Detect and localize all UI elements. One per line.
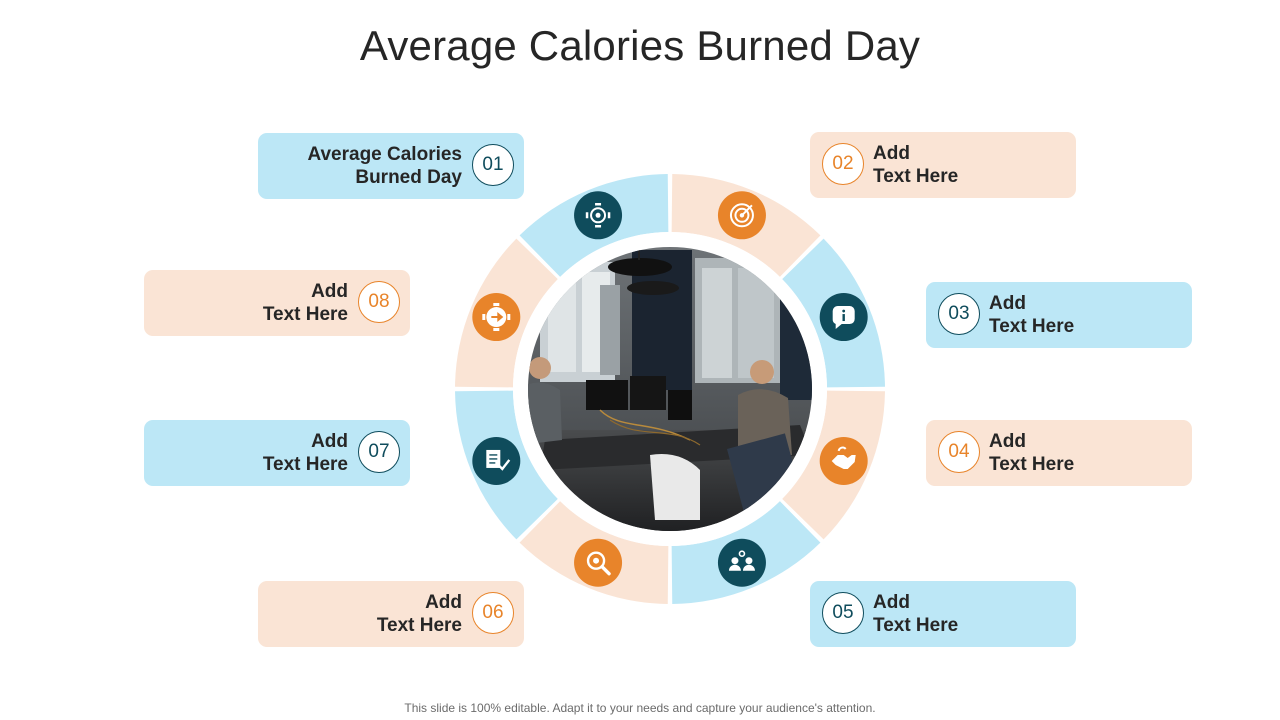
item-card-03: 03 Add Text Here [926,282,1192,348]
item-card-04: 04 Add Text Here [926,420,1192,486]
item-label-line2: Text Here [262,454,348,475]
item-label-line1: Add [873,143,910,164]
item-label-line2: Text Here [262,304,348,325]
item-card-06: Add Text Here 06 [258,581,524,647]
item-label-line1: Add [311,431,348,452]
item-number-badge-03: 03 [938,293,980,335]
slide-title: Average Calories Burned Day [359,22,921,69]
item-card-08: Add Text Here 08 [144,270,410,336]
item-label-line2: Text Here [989,454,1075,475]
item-label-line2: Text Here [873,166,959,187]
target-icon [717,191,766,240]
item-label-08: Add Text Here [168,270,348,336]
item-label-line2: Burned Day [355,167,462,188]
item-card-05: 05 Add Text Here [810,581,1076,647]
item-label-line1: Add [425,592,462,613]
item-label-04: Add Text Here [989,420,1169,486]
item-label-06: Add Text Here [282,581,462,647]
item-label-02: Add Text Here [873,132,1053,198]
handshake-icon [819,436,868,485]
item-label-line1: Add [989,293,1026,314]
icon-disc [717,538,766,587]
item-label-line2: Text Here [376,615,462,636]
segment-icons [472,191,868,587]
item-number-badge-08: 08 [358,281,400,323]
document-check-icon [472,436,521,485]
item-label-line1: Add [311,281,348,302]
search-gear-icon [574,538,623,587]
item-number-badge-02: 02 [822,143,864,185]
item-label-line1: Average Calories [307,144,462,165]
item-label-03: Add Text Here [989,282,1169,348]
item-card-01: Average Calories Burned Day 01 [258,133,524,199]
item-number-badge-05: 05 [822,592,864,634]
item-card-07: Add Text Here 07 [144,420,410,486]
item-number-badge-01: 01 [472,144,514,186]
item-label-line1: Add [873,592,910,613]
item-label-line2: Text Here [989,316,1075,337]
brain-gear-icon [574,191,623,240]
gear-arrow-icon [472,293,521,342]
item-number-badge-07: 07 [358,431,400,473]
item-label-line1: Add [989,431,1026,452]
item-number-badge-06: 06 [472,592,514,634]
info-chat-icon [819,293,868,342]
team-icon [717,538,766,587]
item-label-01: Average Calories Burned Day [282,133,462,199]
item-label-07: Add Text Here [168,420,348,486]
item-card-02: 02 Add Text Here [810,132,1076,198]
item-label-05: Add Text Here [873,581,1053,647]
item-label-line2: Text Here [873,615,959,636]
slide-footer-note: This slide is 100% editable. Adapt it to… [404,701,876,715]
item-number-badge-04: 04 [938,431,980,473]
